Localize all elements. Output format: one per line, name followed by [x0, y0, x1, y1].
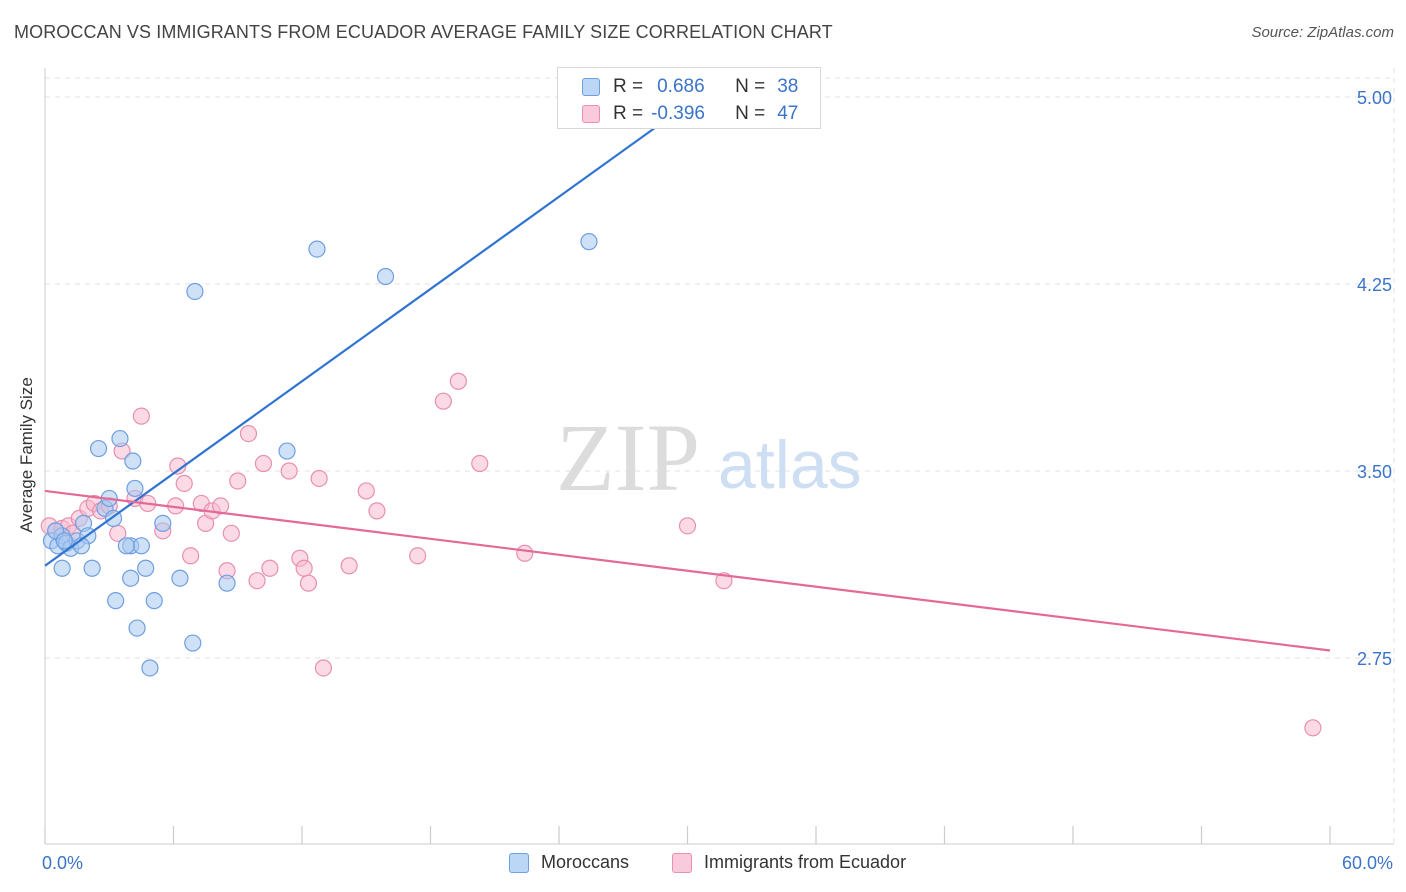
- moroccan-point-26: [145, 592, 163, 610]
- ecuador-point-34: [299, 574, 318, 592]
- moroccan-point-32: [218, 574, 236, 592]
- y-tick-label-1: 3.50: [1357, 462, 1392, 482]
- legend-row-moroccans: R = 0.686 N = 38: [582, 76, 798, 98]
- y-tick-label-3: 5.00: [1357, 88, 1392, 108]
- ecuador-point-36: [314, 659, 333, 677]
- moroccan-point-20: [107, 592, 125, 610]
- axes: [44, 68, 1394, 845]
- ecuador-point-27: [239, 425, 258, 443]
- moroccan-point-9: [83, 559, 101, 577]
- ecuador-point-13: [132, 407, 150, 425]
- legend-r-value-blue: 0.686: [657, 76, 705, 97]
- ecuador-point-42: [449, 372, 467, 390]
- ecuador-point-44: [516, 544, 534, 562]
- moroccan-point-36: [580, 233, 598, 251]
- moroccan-point-27: [171, 569, 189, 587]
- moroccan-point-17: [124, 452, 142, 470]
- ecuador-point-37: [340, 557, 358, 575]
- ecuador-point-29: [254, 454, 273, 473]
- moroccan-point-28: [128, 619, 146, 637]
- chart-title: MOROCCAN VS IMMIGRANTS FROM ECUADOR AVER…: [14, 22, 833, 42]
- legend-n-label: N =: [735, 76, 766, 97]
- trend-line-ecuador: [44, 489, 1331, 652]
- moroccan-point-16: [111, 429, 129, 448]
- ecuador-point-43: [471, 454, 489, 473]
- ecuador-point-35: [310, 469, 328, 488]
- moroccan-point-22: [132, 537, 150, 555]
- ecuador-point-30: [261, 559, 279, 577]
- moroccan-point-31: [186, 282, 204, 301]
- legend-row-ecuador: R = -0.396 N = 47: [582, 103, 798, 125]
- legend-n-label: N =: [735, 103, 766, 124]
- moroccan-point-34: [308, 240, 326, 258]
- bottom-legend-moroccans[interactable]: Moroccans: [509, 852, 629, 873]
- moroccan-point-18: [126, 479, 144, 498]
- ecuador-point-23: [212, 497, 230, 515]
- ecuador-point-38: [357, 482, 375, 500]
- legend-swatch-pink: [582, 105, 600, 123]
- ecuador-point-25: [222, 524, 240, 542]
- moroccan-point-19: [122, 569, 140, 587]
- trend-lines: [44, 103, 1331, 652]
- moroccan-point-25: [141, 659, 159, 677]
- trend-line-moroccans: [44, 103, 689, 567]
- bottom-legend-ecuador[interactable]: Immigrants from Ecuador: [672, 852, 906, 873]
- moroccan-point-33: [278, 442, 296, 460]
- y-tick-label-0: 2.75: [1357, 649, 1392, 669]
- ecuador-point-31: [280, 462, 298, 480]
- y-axis-label: Average Family Size: [17, 377, 36, 533]
- legend-r-label: R =: [613, 103, 644, 124]
- legend-swatch-moroccans: [509, 852, 529, 873]
- ecuador-point-45: [678, 517, 697, 535]
- moroccan-point-29: [154, 514, 172, 532]
- legend-n-value-pink: 47: [777, 103, 799, 124]
- moroccan-point-35: [376, 267, 395, 286]
- y-tick-label-2: 4.25: [1357, 275, 1392, 295]
- ecuador-point-19: [182, 547, 200, 565]
- moroccan-point-23: [117, 537, 135, 555]
- legend-label-ecuador: Immigrants from Ecuador: [704, 852, 907, 872]
- ecuador-point-41: [434, 392, 452, 410]
- y-tick-labels: 2.75 3.50 4.25 5.00: [1357, 88, 1392, 669]
- correlation-legend: R = 0.686 N = 38 R = -0.396 N = 47: [557, 67, 821, 129]
- ecuador-point-18: [175, 474, 193, 493]
- watermark: ZIP atlas: [556, 404, 862, 511]
- moroccan-point-30: [184, 634, 202, 652]
- x-tick-label-max: 60.0%: [1341, 853, 1393, 873]
- legend-n-value-blue: 38: [777, 76, 799, 97]
- moroccan-point-15: [89, 439, 108, 458]
- watermark-atlas: atlas: [718, 427, 862, 503]
- moroccan-point-37: [55, 532, 73, 550]
- legend-swatch-ecuador: [672, 852, 692, 873]
- moroccan-point-10: [53, 559, 71, 577]
- source-credit: Source: ZipAtlas.com: [1251, 24, 1394, 41]
- ecuador-point-28: [248, 572, 266, 590]
- x-tick-label-min: 0.0%: [42, 853, 84, 873]
- ecuador-point-39: [368, 502, 386, 520]
- ecuador-point-47: [1304, 719, 1322, 737]
- watermark-zip: ZIP: [556, 404, 700, 511]
- legend-r-value-pink: -0.396: [651, 103, 705, 124]
- legend-r-label: R =: [613, 76, 644, 97]
- ecuador-point-26: [229, 472, 247, 490]
- ecuador-point-33: [295, 559, 313, 577]
- legend-label-moroccans: Moroccans: [541, 852, 630, 872]
- ecuador-point-40: [409, 547, 427, 565]
- legend-swatch-blue: [582, 78, 600, 96]
- moroccan-point-24: [137, 559, 155, 577]
